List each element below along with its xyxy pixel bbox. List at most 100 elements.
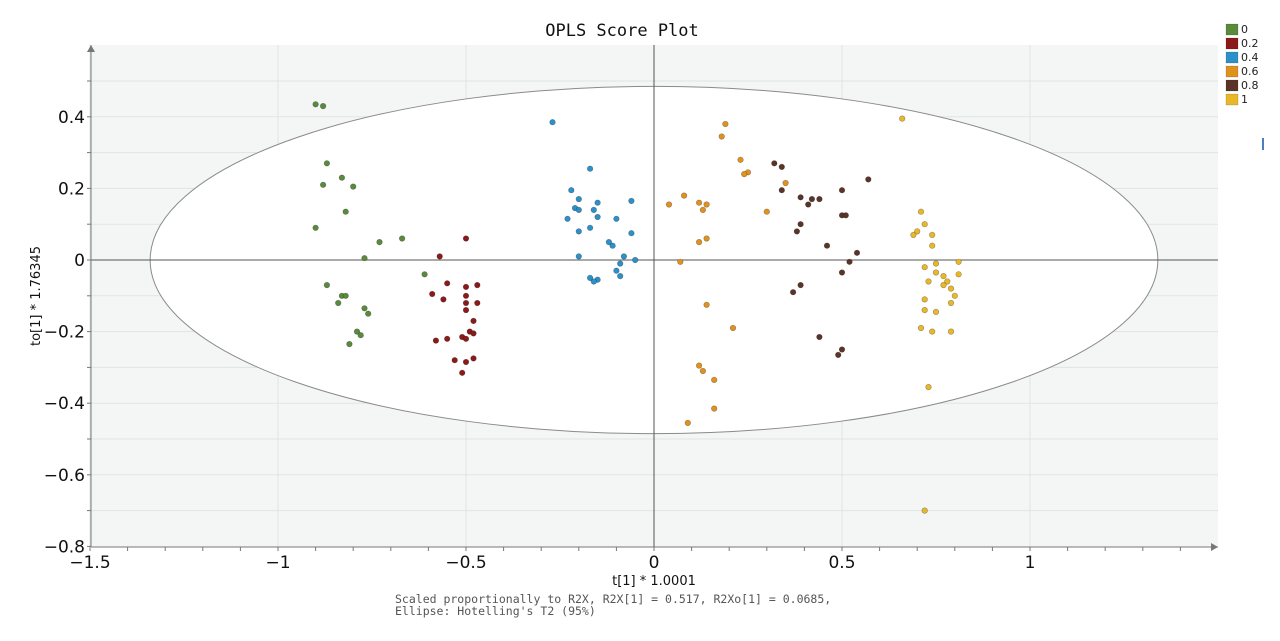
plot-frame — [87, 45, 1218, 551]
legend-label-0_6[interactable]: 0.6 — [1241, 65, 1259, 78]
point-series-0_8-6 — [808, 196, 816, 203]
y-tick-label: −0.6 — [44, 466, 85, 486]
point-series-0_8-1 — [778, 163, 785, 170]
point-series-0_8-16 — [838, 269, 846, 276]
legend-swatch-0_4[interactable] — [1225, 51, 1239, 64]
point-series-1-22 — [917, 324, 925, 332]
point-series-0_8-11 — [797, 221, 804, 228]
point-series-0_6-11 — [763, 208, 770, 215]
legend-swatch-0_2[interactable] — [1225, 37, 1239, 50]
point-series-1-11 — [940, 273, 947, 280]
legend-label-1[interactable]: 1 — [1241, 93, 1248, 106]
point-series-0_8-3 — [778, 187, 785, 194]
legend-swatch-0_6[interactable] — [1225, 65, 1239, 78]
legend-scroll-marker[interactable] — [1262, 138, 1264, 150]
point-series-0_6-1 — [718, 133, 725, 140]
point-series-1-16 — [947, 285, 955, 292]
point-series-1-8 — [932, 260, 940, 267]
point-series-0_8-10 — [842, 212, 849, 219]
point-series-0_4-14 — [628, 230, 635, 237]
point-series-0_8-2 — [865, 176, 872, 183]
point-series-0_4-13 — [575, 228, 582, 235]
point-series-0-18 — [353, 328, 361, 335]
point-series-0_2-16 — [444, 335, 451, 342]
point-series-0_4-11 — [613, 215, 620, 222]
point-series-0_8-18 — [789, 289, 797, 296]
point-series-0_4-8 — [590, 206, 597, 213]
point-series-0-8 — [399, 235, 406, 242]
point-series-1-23 — [929, 328, 936, 335]
point-series-0_2-15 — [432, 337, 440, 344]
point-series-0_2-7 — [440, 296, 447, 303]
x-axis-arrow — [1211, 543, 1218, 551]
legend-swatch-1[interactable] — [1225, 93, 1239, 106]
point-series-0-16 — [361, 305, 368, 312]
point-series-0_6-2 — [737, 156, 744, 163]
point-series-0-15 — [335, 299, 342, 307]
point-series-0_2-8 — [462, 299, 470, 307]
point-series-0_4-12 — [586, 224, 594, 231]
point-series-1-5 — [910, 231, 917, 238]
point-series-0_8-13 — [823, 242, 831, 249]
point-series-0_8-20 — [838, 346, 846, 353]
point-series-1-15 — [925, 278, 932, 285]
x-tick-label: −1.5 — [69, 553, 110, 573]
point-series-1-20 — [921, 307, 928, 314]
point-series-0_4-3 — [575, 196, 582, 203]
x-tick-label: 0 — [649, 553, 660, 573]
legend[interactable]: 00.20.40.60.81 — [1225, 23, 1264, 150]
point-series-0-20 — [346, 341, 353, 348]
point-series-0_4-17 — [620, 253, 628, 260]
y-tick-label: −0.8 — [44, 537, 85, 557]
point-series-0_4-25 — [590, 278, 597, 285]
point-series-1-24 — [947, 328, 955, 335]
zero-axes — [91, 45, 1218, 547]
point-series-0_2-5 — [429, 290, 436, 298]
x-tick-label: −1 — [265, 553, 290, 573]
point-series-0_2-11 — [470, 317, 477, 325]
point-series-0_6-10 — [699, 206, 707, 213]
point-series-0_6-17 — [695, 362, 703, 369]
point-series-0-10 — [361, 255, 368, 262]
point-series-1-9 — [921, 264, 928, 271]
point-series-0_2-1 — [436, 253, 443, 260]
point-series-0_8-4 — [838, 187, 846, 194]
point-series-0_2-10 — [462, 307, 470, 314]
point-series-1-6 — [929, 242, 936, 249]
point-series-0_8-8 — [805, 201, 812, 208]
point-series-1-7 — [955, 258, 962, 265]
point-series-1-13 — [944, 278, 951, 285]
point-series-0_8-19 — [816, 333, 823, 341]
point-series-0_4-10 — [594, 213, 601, 221]
legend-label-0_4[interactable]: 0.4 — [1241, 51, 1259, 64]
point-series-0-5 — [320, 181, 327, 188]
point-series-0_4-7 — [575, 206, 582, 213]
point-series-0-12 — [323, 282, 331, 289]
point-series-0_2-19 — [462, 358, 470, 366]
point-series-0_2-18 — [451, 357, 458, 364]
point-series-0_2-13 — [470, 330, 477, 337]
point-series-0_6-8 — [665, 201, 673, 208]
legend-swatch-0[interactable] — [1225, 23, 1239, 36]
point-series-1-17 — [951, 292, 958, 299]
y-tick-label: 0.4 — [58, 108, 85, 128]
point-series-0_6-16 — [729, 324, 737, 332]
footnote-line-2: Ellipse: Hotelling's T2 (95%) — [395, 604, 596, 618]
point-series-0-2 — [323, 160, 331, 167]
x-axis-label: t[1] * 1.0001 — [612, 574, 696, 589]
point-series-0_8-12 — [793, 228, 801, 235]
legend-swatch-0_8[interactable] — [1225, 79, 1239, 92]
point-series-0-4 — [350, 183, 357, 190]
point-series-0_2-4 — [474, 282, 481, 289]
legend-label-0_8[interactable]: 0.8 — [1241, 79, 1259, 92]
y-tick-label: 0 — [74, 251, 85, 271]
point-series-0_4-23 — [586, 274, 594, 282]
point-series-0_4-9 — [564, 215, 571, 222]
legend-label-0[interactable]: 0 — [1241, 23, 1248, 36]
legend-label-0_2[interactable]: 0.2 — [1241, 37, 1259, 50]
point-series-0_6-0 — [722, 120, 729, 128]
point-series-0_2-3 — [462, 283, 470, 291]
point-series-0_6-12 — [703, 235, 710, 242]
point-series-0_8-0 — [771, 160, 778, 167]
point-series-0_4-20 — [617, 260, 624, 267]
